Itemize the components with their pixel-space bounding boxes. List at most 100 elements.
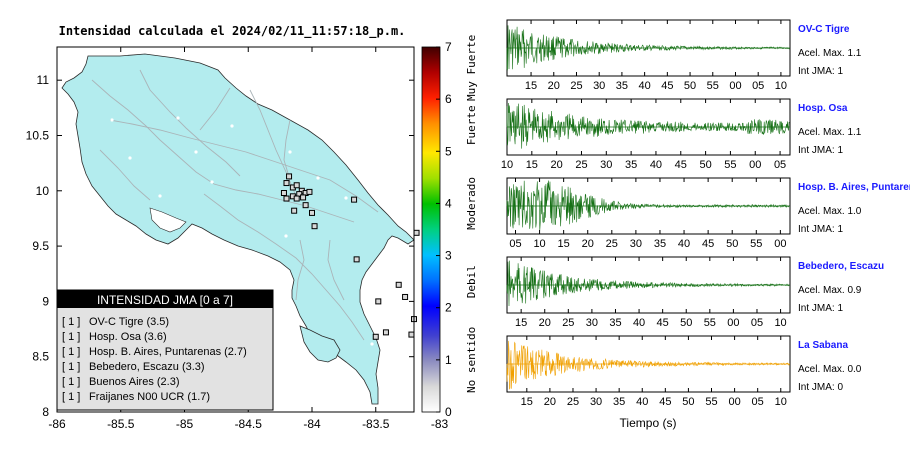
int-jma-label: Int JMA: 0 xyxy=(798,382,843,393)
waveform-tick-label: 20 xyxy=(548,80,560,92)
waveform-tick-label: 40 xyxy=(636,396,648,408)
waveform-tick-label: 25 xyxy=(575,159,587,171)
legend-item-tag: [ 1 ] xyxy=(62,316,80,328)
station-name: Hosp. Osa xyxy=(798,103,848,114)
colorbar-tick-label: 5 xyxy=(445,144,452,158)
acel-max-label: Acel. Max. 1.1 xyxy=(798,127,862,138)
waveform-tick-label: 05 xyxy=(751,317,763,329)
acel-max-label: Acel. Max. 1.0 xyxy=(798,206,862,217)
map-ytick-label: 9.5 xyxy=(32,239,49,253)
legend: INTENSIDAD JMA [0 a 7] [ 1 ] OV-C Tigre (… xyxy=(56,289,274,411)
station-marker xyxy=(302,202,309,209)
waveform-tick-label: 50 xyxy=(726,238,738,250)
colorbar-category-label: Debil xyxy=(465,265,478,298)
station-marker xyxy=(413,229,420,236)
waveform-tick-label: 45 xyxy=(675,159,687,171)
waveform-tick-label: 15 xyxy=(525,80,537,92)
waveform-tick-label: 00 xyxy=(727,317,739,329)
station-name: Hosp. B. Aires, Puntarenas xyxy=(798,182,910,193)
waveform-tick-label: 35 xyxy=(616,80,628,92)
waveform-tick-label: 55 xyxy=(704,317,716,329)
station-marker xyxy=(351,196,358,203)
legend-item-label: Fraijanes N00 UCR (1.7) xyxy=(89,391,210,403)
station-name: La Sabana xyxy=(798,340,848,351)
waveform-tick-label: 25 xyxy=(567,396,579,408)
legend-title: INTENSIDAD JMA [0 a 7] xyxy=(97,293,233,307)
waveform-tick-label: 45 xyxy=(657,317,669,329)
station-marker xyxy=(395,281,402,288)
waveform-tick-label: 35 xyxy=(613,396,625,408)
station-marker xyxy=(311,223,318,230)
colorbar-category-label: Muy Fuerte xyxy=(465,35,478,101)
waveform-tick-label: 40 xyxy=(639,80,651,92)
costa-rica-landmass xyxy=(61,53,415,405)
legend-item-label: Buenos Aires (2.3) xyxy=(89,376,180,388)
station-marker xyxy=(353,256,360,263)
station-marker xyxy=(300,194,307,201)
station-marker xyxy=(293,195,300,202)
waveform-tick-label: 45 xyxy=(659,396,671,408)
map-xtick-label: -83.5 xyxy=(362,417,390,431)
station-marker xyxy=(382,329,389,336)
waveform-tick-label: 50 xyxy=(680,317,692,329)
map-axes: -86 -85.5 -85 -84.5 -84 -83.5 -831110.5109.598… xyxy=(26,47,448,431)
colorbar-tick-label: 7 xyxy=(445,40,452,54)
acel-max-label: Acel. Max. 0.9 xyxy=(798,285,862,296)
station-marker xyxy=(402,293,409,300)
colorbar-tick-label: 3 xyxy=(445,249,452,263)
legend-item-label: OV-C Tigre (3.5) xyxy=(89,316,169,328)
waveform-tick-label: 20 xyxy=(539,317,551,329)
waveform-tick-label: 30 xyxy=(586,317,598,329)
waveform-tick-label: 55 xyxy=(750,238,762,250)
waveform-tick-label: 35 xyxy=(654,238,666,250)
waveform-tick-label: 10 xyxy=(775,80,787,92)
waveform-tick-label: 10 xyxy=(775,396,787,408)
waveform-tick-label: 00 xyxy=(728,396,740,408)
station-markers xyxy=(280,173,420,340)
waveform-tick-label: 40 xyxy=(633,317,645,329)
waveform-tick-label: 50 xyxy=(684,80,696,92)
osa-peninsula xyxy=(299,325,341,363)
colorbar-tick-label: 2 xyxy=(445,301,452,315)
map-ytick-label: 10 xyxy=(36,184,50,198)
waveform-tick-label: 55 xyxy=(707,80,719,92)
station-marker xyxy=(375,298,382,305)
station-marker xyxy=(408,331,415,338)
legend-item-tag: [ 1 ] xyxy=(62,361,80,373)
map-xtick-label: -86 xyxy=(48,417,66,431)
waveform-tick-label: 00 xyxy=(729,80,741,92)
waveform-tick-label: 15 xyxy=(558,238,570,250)
map-xtick-label: -84.5 xyxy=(235,417,263,431)
station-marker xyxy=(293,182,300,189)
acel-max-label: Acel. Max. 1.1 xyxy=(798,48,862,59)
waveform-trace xyxy=(506,180,790,231)
colorbar-labels: No sentido Debil Moderado Fuerte Muy Fuerte xyxy=(465,35,478,393)
colorbar: 0 1 2 3 4 5 6 7 No sentido Debil Moderado Fuerte Mu… xyxy=(421,35,478,419)
waveform-tick-label: 05 xyxy=(509,238,521,250)
legend-items: [ 1 ] OV-C Tigre (3.5) [ 1 ] Hosp. Osa (3.6… xyxy=(62,316,247,403)
map-title: Intensidad calculada el 2024/02/11_11:57… xyxy=(59,24,406,39)
waveform-tick-label: 20 xyxy=(551,159,563,171)
map-xtick-label: -85 xyxy=(176,417,194,431)
legend-item-tag: [ 1 ] xyxy=(62,376,80,388)
waveform-panel: 15 20 25 30 35 40 45 50 55 00 05 10 OV-C Tigre Acel. … xyxy=(506,19,862,92)
map-ytick-label: 11 xyxy=(37,73,50,87)
waveform-trace xyxy=(506,260,790,307)
colorbar-tick-label: 6 xyxy=(445,92,452,106)
waveform-tick-label: 15 xyxy=(526,159,538,171)
gulf-of-nicoya xyxy=(149,207,187,233)
waveform-tick-label: 50 xyxy=(699,159,711,171)
map-ytick-label: 9 xyxy=(42,294,49,308)
waveform-panel: 10 15 20 25 30 35 40 45 50 55 00 05 Hosp. Osa Acel. M… xyxy=(501,98,862,171)
station-marker xyxy=(309,209,315,216)
legend-item-tag: [ 1 ] xyxy=(62,391,80,403)
waveform-trace xyxy=(506,102,790,149)
colorbar-ticks: 0 1 2 3 4 5 6 7 xyxy=(436,40,452,419)
waveform-tick-label: 05 xyxy=(752,80,764,92)
station-name: Bebedero, Escazu xyxy=(798,261,884,272)
waveform-tick-label: 45 xyxy=(702,238,714,250)
waveform-tick-label: 30 xyxy=(600,159,612,171)
traces-xlabel: Tiempo (s) xyxy=(620,416,677,430)
colorbar-tick-label: 4 xyxy=(445,196,452,210)
waveform-trace xyxy=(506,25,790,71)
